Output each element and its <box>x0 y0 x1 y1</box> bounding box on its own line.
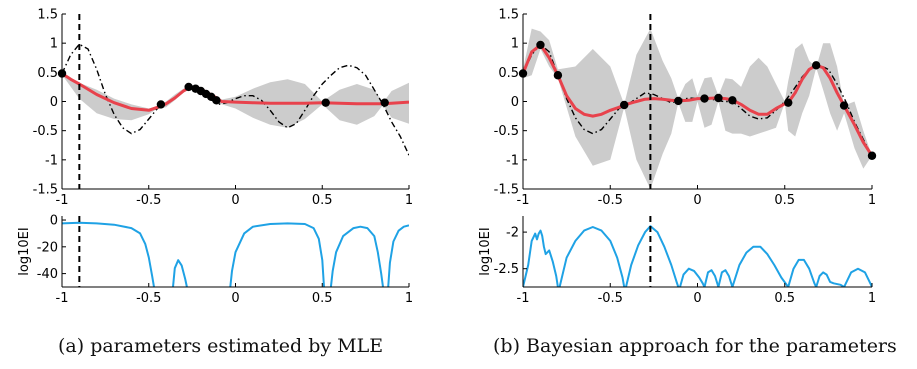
plot-area <box>62 43 409 156</box>
y-tick-label: 0.5 <box>498 66 519 81</box>
x-tick-label: -0.5 <box>136 291 161 306</box>
x-tick-label: -1 <box>56 193 69 208</box>
y-tick-label: -1.5 <box>494 183 519 198</box>
y-tick-label: -0.5 <box>494 124 519 139</box>
plot-area <box>62 221 409 287</box>
caption-a: (a) parameters estimated by MLE <box>58 335 384 357</box>
x-tick-label: -1 <box>517 193 530 208</box>
x-tick-label: 1 <box>868 193 876 208</box>
observation-point <box>212 96 221 105</box>
observation-point <box>714 93 723 103</box>
y-tick-label: 1.5 <box>498 8 519 23</box>
plot-area <box>523 225 872 287</box>
y-tick-label: -2.5 <box>494 262 519 277</box>
y-tick-label: 1 <box>511 37 519 52</box>
confidence-band <box>523 28 872 189</box>
observation-point <box>156 100 166 109</box>
observation-point <box>867 151 877 160</box>
ei-curve-segment <box>787 258 818 287</box>
y-tick-label: -1 <box>506 153 519 168</box>
y-tick-label: 0.5 <box>37 66 58 81</box>
true-function-line <box>62 43 409 156</box>
panel-a-bottom: -1 -0.5 0 0.5 1 0 -20 -40 log10EI <box>17 214 413 306</box>
ei-curve-segment <box>815 271 845 287</box>
x-tick-label: -1 <box>56 291 69 306</box>
y-axis-label: log10EI <box>17 227 32 275</box>
y-tick-label: 0 <box>511 95 519 110</box>
ei-curve-segment <box>625 225 680 287</box>
ei-curve-segment <box>387 224 409 287</box>
panel-a-top: -1 -0.5 0 0.5 1-1.5-1-0.500.511.5 <box>33 8 414 209</box>
observation-point <box>811 61 821 70</box>
x-tick-label: -0.5 <box>598 291 623 306</box>
observation-point <box>553 71 563 80</box>
ei-curve-segment <box>172 259 188 287</box>
observation-point <box>839 101 849 110</box>
observation-point <box>536 40 545 50</box>
x-tick-label: 0 <box>231 291 239 306</box>
y-tick-label: -20 <box>37 240 58 255</box>
x-tick-label: 0 <box>693 193 701 208</box>
x-tick-label: 0.5 <box>774 291 795 306</box>
observation-point <box>321 98 330 107</box>
x-tick-label: -0.5 <box>136 193 161 208</box>
observation-point <box>380 98 389 107</box>
x-tick-label: 1 <box>405 291 413 306</box>
y-tick-label: 1.5 <box>37 8 58 23</box>
ei-curve-segment <box>229 222 325 287</box>
ei-curve-segment <box>329 225 384 287</box>
ei-curve-segment <box>523 229 559 287</box>
ei-curve-segment <box>703 269 720 287</box>
y-tick-label: -0.5 <box>33 124 58 139</box>
observation-point <box>184 82 193 92</box>
confidence-band <box>62 72 409 128</box>
y-tick-label: -1.5 <box>33 183 58 198</box>
ei-curve-segment <box>843 267 872 287</box>
x-tick-label: -0.5 <box>598 193 623 208</box>
x-tick-label: -1 <box>517 291 530 306</box>
x-tick-label: 1 <box>868 291 876 306</box>
observation-point <box>674 96 683 106</box>
caption-b: (b) Bayesian approach for the parameters <box>493 335 897 357</box>
x-tick-label: 1 <box>405 193 413 208</box>
ei-curve-segment <box>717 269 734 287</box>
observation-point <box>728 96 737 105</box>
y-tick-label: -40 <box>37 267 58 282</box>
x-tick-label: 0 <box>231 193 239 208</box>
x-tick-label: 0 <box>693 291 701 306</box>
y-tick-label: 1 <box>50 37 58 52</box>
y-tick-label: -1 <box>45 153 58 168</box>
ei-curve-segment <box>62 221 155 287</box>
y-axis-label: log10EI <box>478 227 493 275</box>
observation-point <box>784 98 793 107</box>
y-tick-label: 0 <box>50 214 58 229</box>
ei-curve-segment <box>558 226 626 287</box>
observation-point <box>620 100 629 110</box>
x-tick-label: 0.5 <box>774 193 795 208</box>
y-tick-label: -2 <box>506 226 519 241</box>
x-tick-label: 0.5 <box>312 291 333 306</box>
plot-area <box>523 28 872 189</box>
y-tick-label: 0 <box>50 95 58 110</box>
observation-point <box>700 94 709 103</box>
x-tick-label: 0.5 <box>312 193 333 208</box>
panel-b-top: -1 -0.5 0 0.5 1-1.5-1-0.500.511.5 <box>494 8 877 208</box>
ei-curve-segment <box>679 267 706 287</box>
ei-curve-segment <box>731 245 790 287</box>
